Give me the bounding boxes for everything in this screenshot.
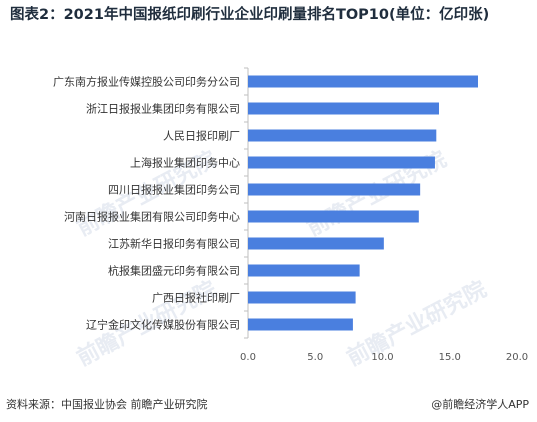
x-tick-label: 5.0 (307, 352, 323, 363)
category-label: 四川日报报业集团印务公司 (108, 183, 240, 197)
watermark-text: 前瞻产业研究院 (343, 276, 491, 371)
category-label: 河南日报报业集团有限公司印务中心 (64, 210, 240, 224)
bar (248, 102, 439, 115)
bar (248, 237, 384, 250)
x-tick-label: 0.0 (240, 352, 256, 363)
x-tick-label: 10.0 (371, 352, 393, 363)
bar (248, 264, 360, 277)
category-label: 人民日报印刷厂 (163, 129, 240, 143)
bar (248, 210, 419, 223)
category-label: 江苏新华日报印务有限公司 (108, 237, 240, 251)
category-label: 广东南方报业传媒控股公司印务分公司 (53, 75, 240, 89)
bar (248, 129, 437, 142)
category-label: 浙江日报报业集团印务有限公司 (86, 102, 240, 116)
source-note: 资料来源：中国报业协会 前瞻产业研究院 (6, 398, 208, 411)
category-label: 杭报集团盛元印务有限公司 (108, 264, 240, 278)
bar (248, 183, 421, 196)
category-label: 上海报业集团印务中心 (130, 156, 240, 170)
x-tick-label: 20.0 (506, 352, 528, 363)
brand-credit: @前瞻经济学人APP (431, 398, 529, 411)
category-label: 广西日报社印刷厂 (152, 291, 240, 305)
bar (248, 156, 435, 169)
bar (248, 291, 356, 304)
chart-title: 图表2：2021年中国报纸印刷行业企业印刷量排名TOP10(单位：亿印张) (10, 7, 490, 23)
bar (248, 318, 353, 331)
x-tick-label: 15.0 (439, 352, 461, 363)
category-label: 辽宁金印文化传媒股份有限公司 (86, 318, 240, 332)
bar (248, 75, 478, 88)
